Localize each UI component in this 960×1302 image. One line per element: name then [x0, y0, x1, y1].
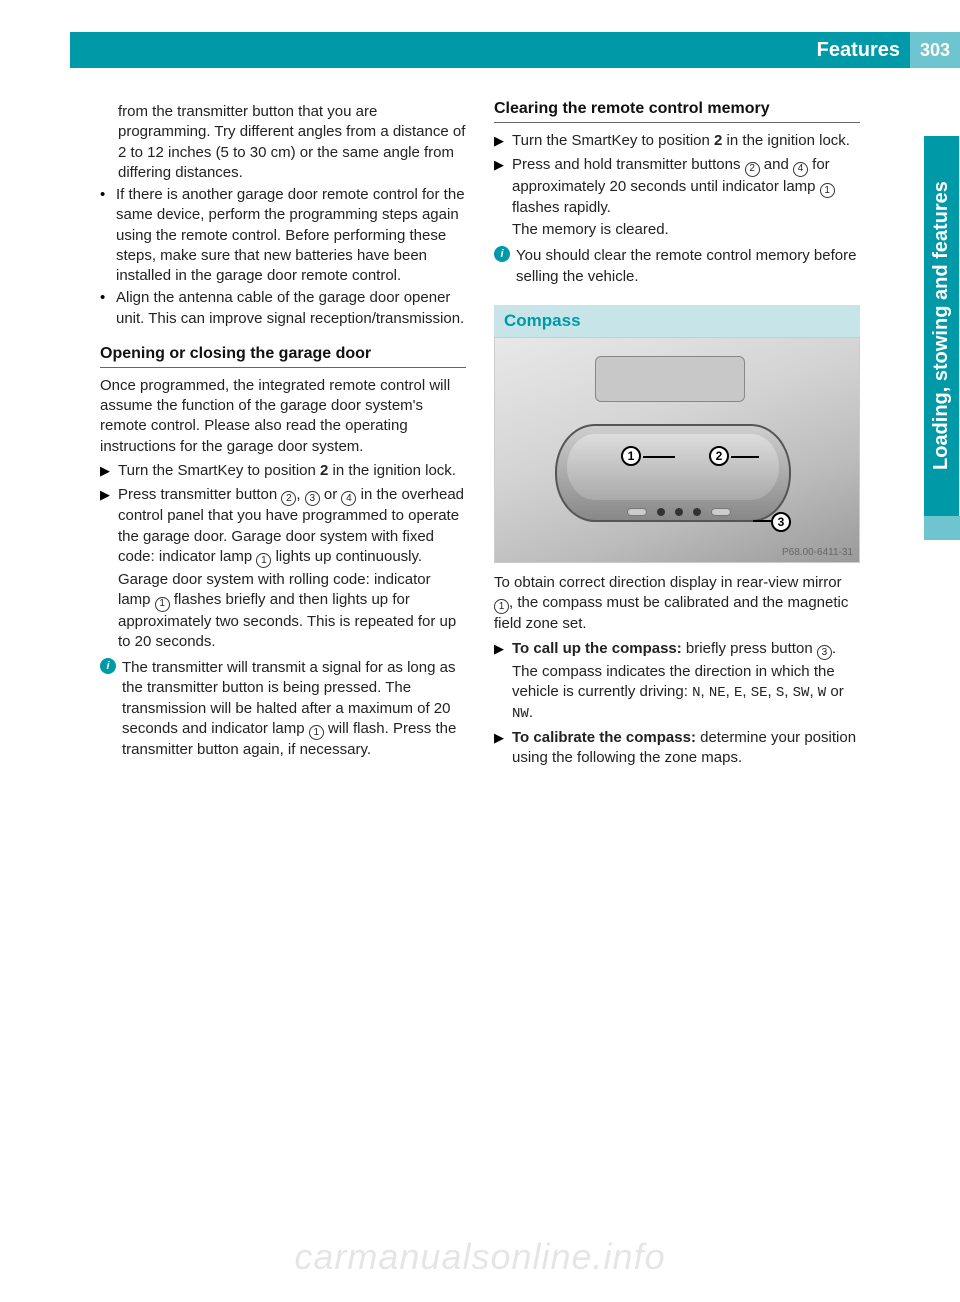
mirror-button [693, 508, 701, 516]
step-text: To call up the compass: briefly press bu… [512, 639, 860, 660]
header-title: Features [817, 39, 910, 62]
callout-4-icon: 4 [793, 162, 808, 177]
side-tab-label: Loading, stowing and features [924, 136, 959, 516]
mirror-button [675, 508, 683, 516]
bullet-text: If there is another garage door remote c… [116, 185, 466, 286]
info-note: i You should clear the remote control me… [494, 246, 860, 287]
side-tab: Loading, stowing and features [924, 136, 960, 566]
mirror-face [567, 434, 779, 500]
callout-1-icon: 1 [494, 599, 509, 614]
step-item: ▶ Press and hold transmitter buttons 2 a… [494, 155, 860, 218]
section-heading: Compass [494, 305, 860, 337]
mirror-button [627, 508, 647, 516]
compass-figure: 1 2 3 P68.00-6411-31 [494, 337, 860, 563]
callout-line [753, 520, 771, 522]
mirror-buttons [627, 508, 731, 516]
mirror-button [711, 508, 731, 516]
mirror-button [657, 508, 665, 516]
heading-rule [100, 367, 466, 368]
right-column: Clearing the remote control memory ▶ Tur… [494, 100, 860, 768]
bullet-text: Align the antenna cable of the garage do… [116, 288, 466, 329]
step-item: ▶ To call up the compass: briefly press … [494, 639, 860, 660]
callout-line [643, 456, 675, 458]
arrow-icon: ▶ [494, 131, 512, 151]
arrow-icon: ▶ [100, 461, 118, 481]
step-item: ▶ Turn the SmartKey to position 2 in the… [100, 461, 466, 481]
figure-code: P68.00-6411-31 [782, 547, 853, 558]
header-band: Features 303 [70, 32, 960, 68]
arrow-icon: ▶ [494, 728, 512, 769]
callout-1-icon: 1 [309, 725, 324, 740]
content-columns: from the transmitter button that you are… [100, 100, 860, 768]
continued-paragraph: from the transmitter button that you are… [118, 102, 466, 183]
callout-line [731, 456, 759, 458]
info-icon: i [494, 246, 516, 264]
callout-1: 1 [621, 446, 641, 466]
step-text: Press transmitter button 2, 3 or 4 in th… [118, 485, 466, 568]
info-icon: i [100, 658, 122, 676]
callout-2: 2 [709, 446, 729, 466]
step-text: Turn the SmartKey to position 2 in the i… [118, 461, 466, 481]
bullet-item: • If there is another garage door remote… [100, 185, 466, 286]
callout-4-icon: 4 [341, 491, 356, 506]
subheading: Opening or closing the garage door [100, 345, 466, 363]
step-text: Turn the SmartKey to position 2 in the i… [512, 131, 860, 151]
callout-3: 3 [771, 512, 791, 532]
step-continuation: The compass indicates the direction in w… [512, 662, 860, 724]
arrow-icon: ▶ [494, 639, 512, 660]
callout-3-icon: 3 [305, 491, 320, 506]
left-column: from the transmitter button that you are… [100, 100, 466, 768]
step-item: ▶ Turn the SmartKey to position 2 in the… [494, 131, 860, 151]
paragraph: Once programmed, the integrated remote c… [100, 376, 466, 457]
side-tab-accent [924, 516, 960, 540]
info-note: i The transmitter will transmit a signal… [100, 658, 466, 760]
step-continuation: Garage door system with rolling code: in… [118, 570, 466, 652]
step-continuation: The memory is cleared. [512, 220, 860, 240]
subheading: Clearing the remote control memory [494, 100, 860, 118]
overhead-console [595, 356, 745, 402]
callout-2-icon: 2 [281, 491, 296, 506]
bullet-icon: • [100, 288, 116, 329]
paragraph: To obtain correct direction display in r… [494, 573, 860, 635]
callout-2-icon: 2 [745, 162, 760, 177]
info-text: The transmitter will transmit a signal f… [122, 658, 466, 760]
step-text: To calibrate the compass: determine your… [512, 728, 860, 769]
arrow-icon: ▶ [100, 485, 118, 568]
bullet-item: • Align the antenna cable of the garage … [100, 288, 466, 329]
arrow-icon: ▶ [494, 155, 512, 218]
heading-rule [494, 122, 860, 123]
watermark: carmanualsonline.info [0, 1236, 960, 1278]
page: Features 303 Loading, stowing and featur… [0, 0, 960, 1302]
step-item: ▶ To calibrate the compass: determine yo… [494, 728, 860, 769]
bullet-icon: • [100, 185, 116, 286]
header-page-number: 303 [910, 32, 960, 68]
callout-1-icon: 1 [820, 183, 835, 198]
info-text: You should clear the remote control memo… [516, 246, 860, 287]
callout-1-icon: 1 [256, 553, 271, 568]
step-text: Press and hold transmitter buttons 2 and… [512, 155, 860, 218]
callout-3-icon: 3 [817, 645, 832, 660]
step-item: ▶ Press transmitter button 2, 3 or 4 in … [100, 485, 466, 568]
callout-1-icon: 1 [155, 597, 170, 612]
rear-view-mirror [555, 424, 791, 522]
